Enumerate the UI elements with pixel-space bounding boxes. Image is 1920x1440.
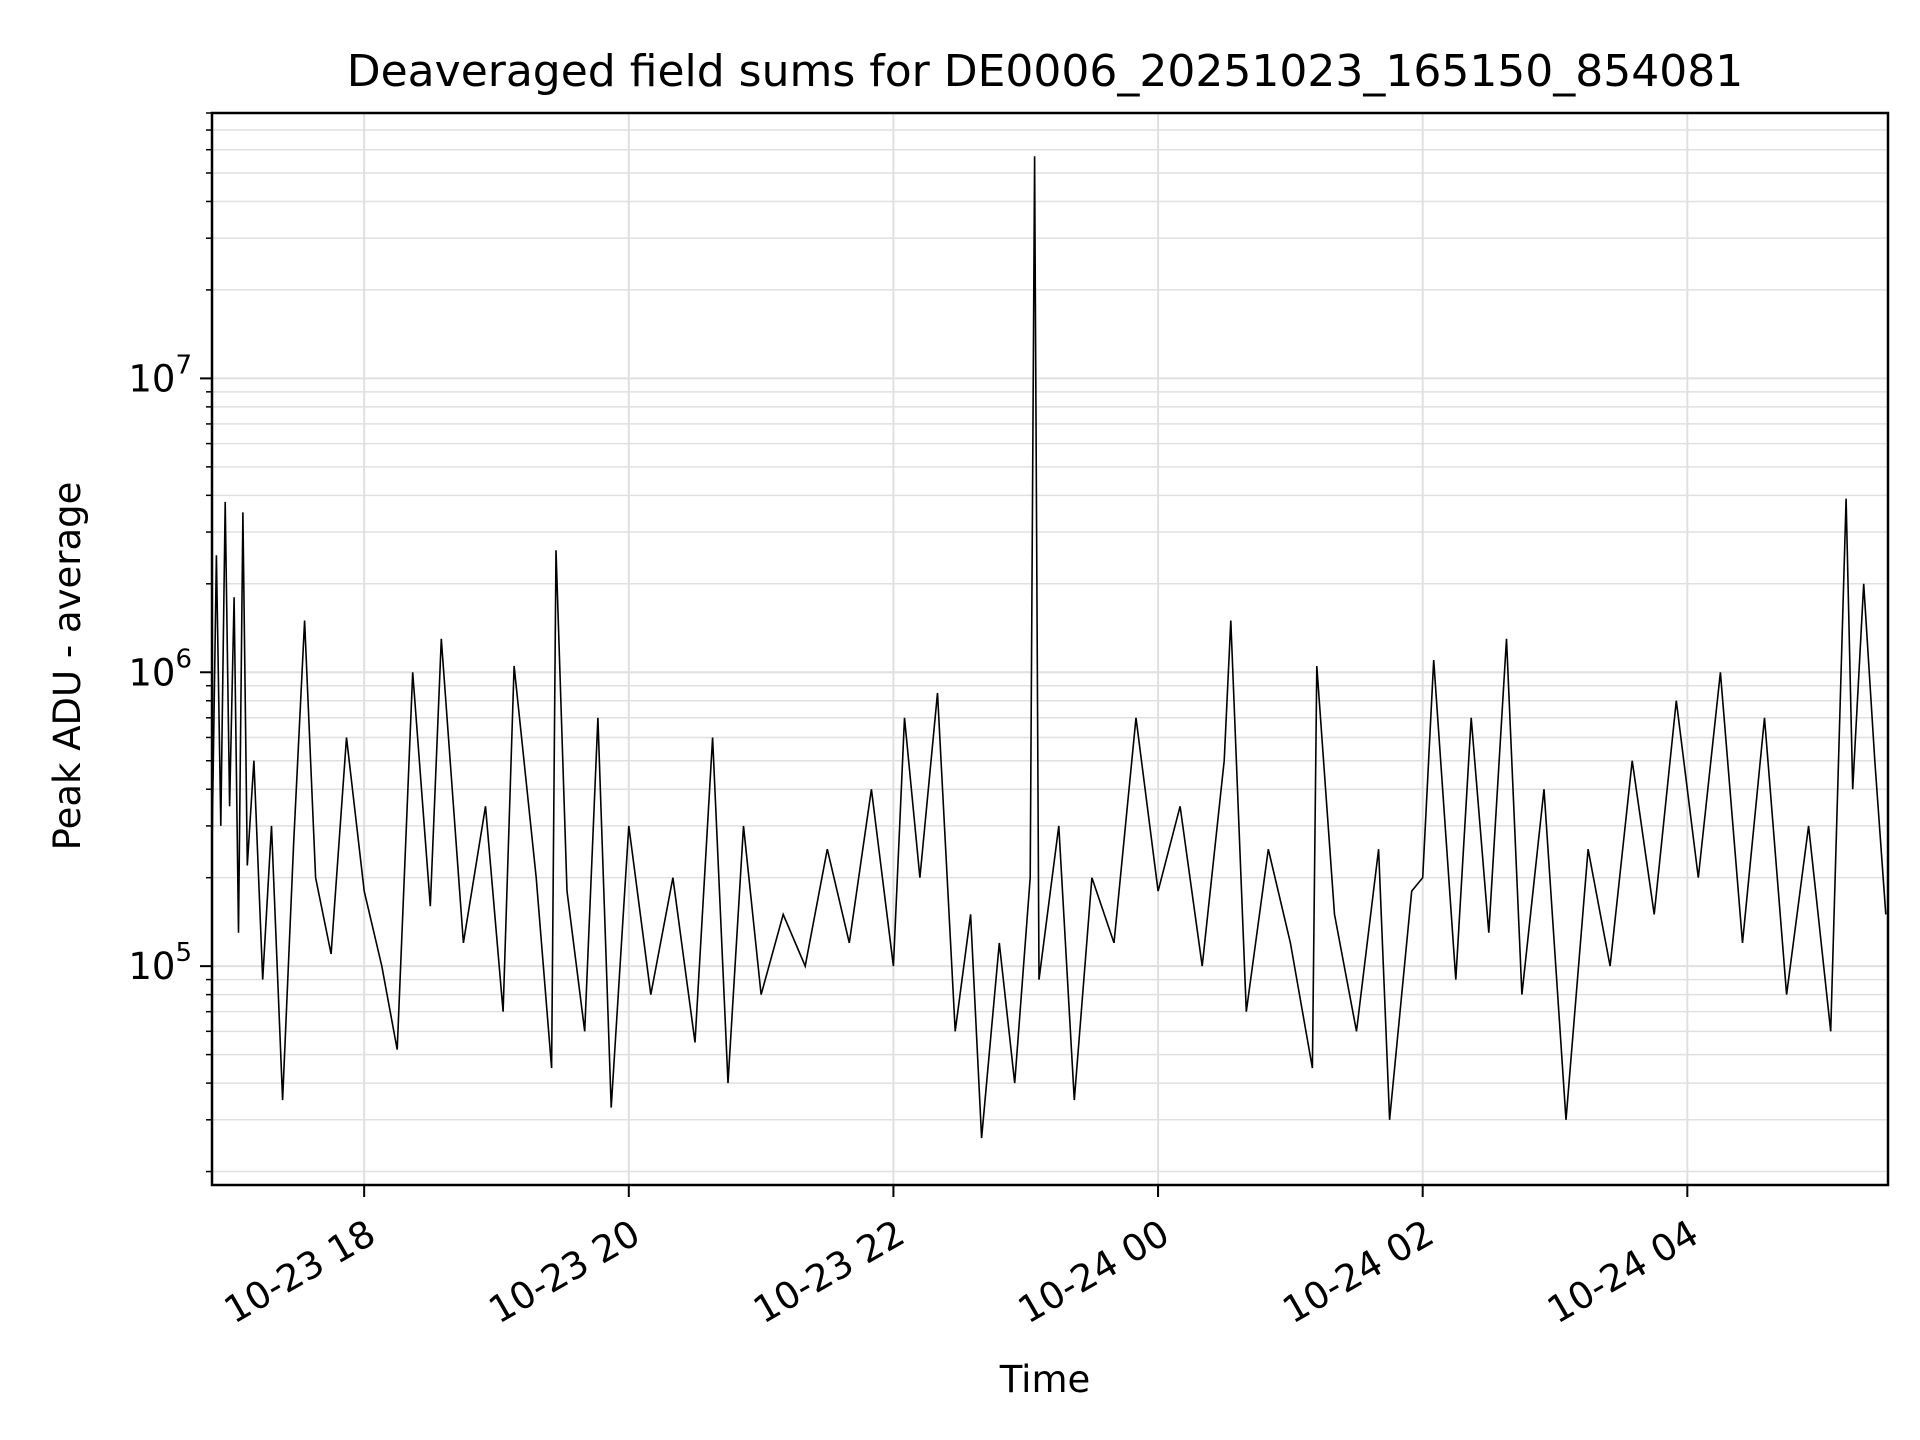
data-series (211, 156, 1887, 1139)
grid-lines (212, 112, 1888, 1185)
x-tick-label: 10-24 00 (1011, 1212, 1177, 1332)
y-tick-label: 106 (128, 644, 192, 694)
series-line (211, 156, 1887, 1139)
x-tick-label: 10-23 18 (217, 1212, 383, 1332)
plot-frame (210, 111, 1890, 1187)
x-tick-label: 10-23 22 (746, 1212, 912, 1332)
y-axis-label: Peak ADU - average (46, 482, 89, 851)
chart-title: Deaveraged field sums for DE0006_2025102… (347, 46, 1744, 97)
y-tick-label: 105 (128, 938, 192, 988)
x-tick-label: 10-23 20 (482, 1212, 648, 1332)
x-tick-label: 10-24 04 (1540, 1212, 1706, 1332)
y-tick-label: 107 (128, 350, 192, 400)
x-tick-label: 10-24 02 (1275, 1212, 1441, 1332)
x-axis-label: Time (999, 1358, 1091, 1401)
